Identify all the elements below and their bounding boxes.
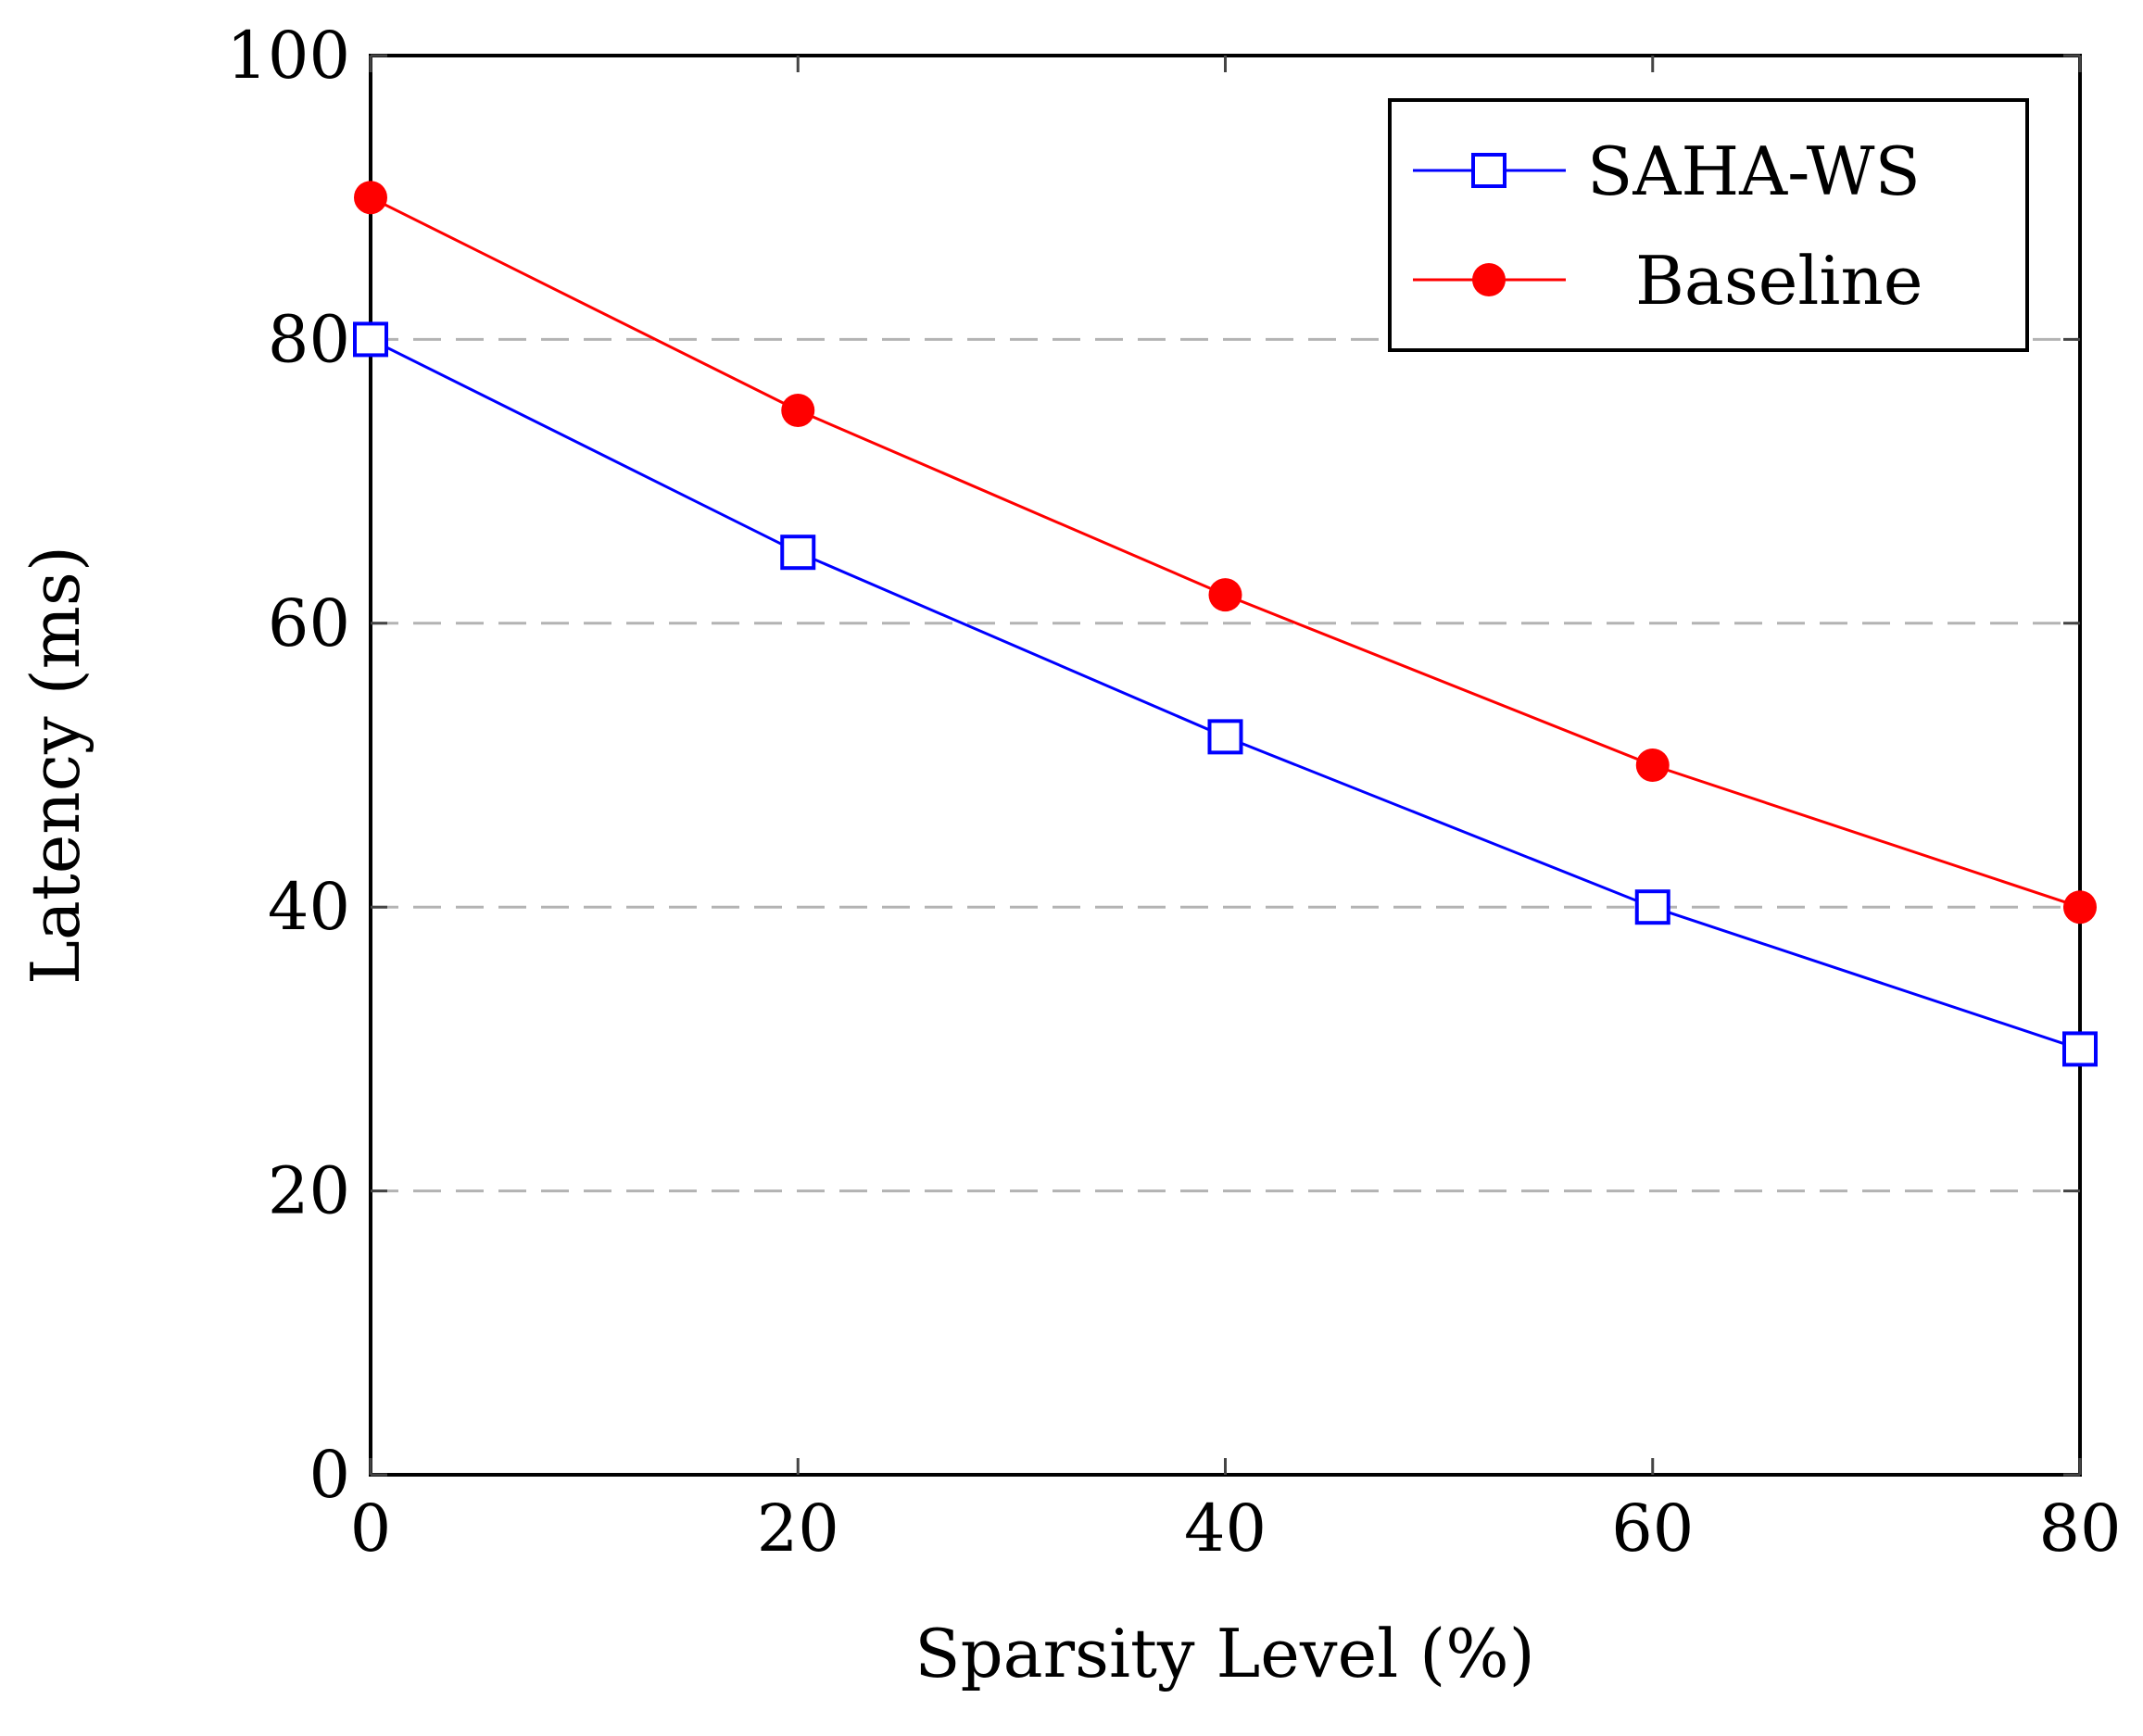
point-baseline — [1635, 748, 1670, 782]
y-tick-label: 100 — [226, 18, 350, 94]
point-saha-ws — [780, 535, 816, 571]
point-baseline — [354, 181, 387, 215]
legend-box — [1388, 98, 2029, 352]
x-tick-label: 0 — [350, 1491, 392, 1566]
legend-label-baseline: Baseline — [1635, 242, 1922, 320]
series — [353, 181, 2098, 1067]
point-saha-ws — [1207, 719, 1243, 755]
x-axis-title: Sparsity Level (%) — [914, 1615, 1534, 1692]
legend-marker-saha-ws — [1471, 153, 1506, 188]
x-tick-label: 60 — [1611, 1491, 1694, 1566]
y-axis-title: Latency (ms) — [17, 546, 95, 985]
y-tick-label: 60 — [268, 585, 350, 661]
axis-ticks: 0 20 40 60 80 100 0 20 40 60 80 — [226, 18, 2121, 1566]
point-saha-ws — [1634, 889, 1670, 925]
point-baseline — [2063, 890, 2097, 925]
series-line-saha-ws — [370, 338, 2081, 1050]
legend-marker-baseline — [1472, 263, 1506, 296]
point-baseline — [1208, 578, 1242, 612]
y-tick-label: 40 — [268, 869, 350, 945]
point-saha-ws — [2062, 1031, 2098, 1067]
x-tick-label: 20 — [757, 1491, 839, 1566]
x-tick-label: 40 — [1184, 1491, 1267, 1566]
y-tick-label: 80 — [268, 301, 350, 377]
legend-label-saha-ws: SAHA-WS — [1587, 132, 1921, 210]
legend: SAHA-WS Baseline — [1388, 98, 2029, 352]
x-tick-label: 80 — [2038, 1491, 2121, 1566]
y-tick-label: 20 — [268, 1153, 350, 1229]
y-tick-label: 0 — [309, 1437, 350, 1513]
point-baseline — [781, 394, 815, 427]
point-saha-ws — [353, 321, 388, 358]
